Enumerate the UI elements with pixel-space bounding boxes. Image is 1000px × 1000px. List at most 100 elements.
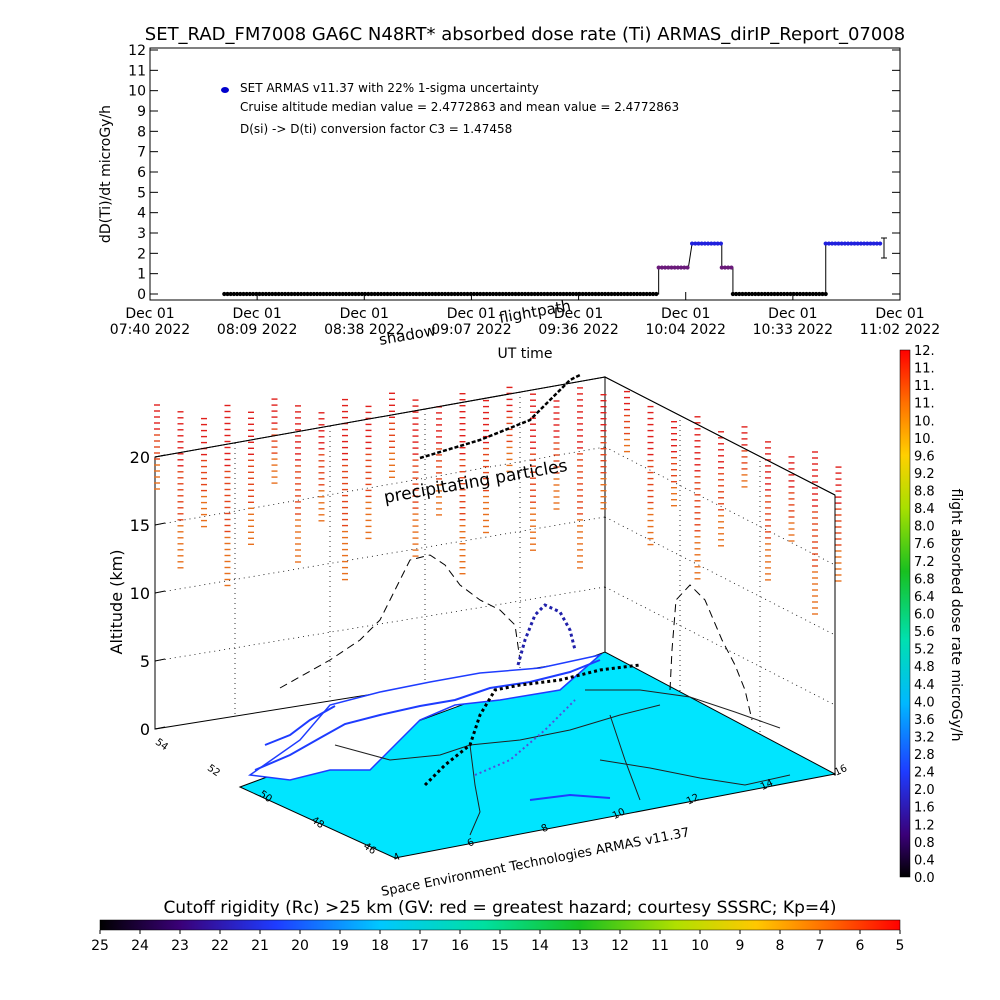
data-point <box>871 241 876 246</box>
colorbar-right-tick-label: 5.2 <box>914 643 935 658</box>
y-tick-label: 2 <box>137 246 146 262</box>
chart-title: SET_RAD_FM7008 GA6C N48RT* absorbed dose… <box>145 24 905 45</box>
data-point <box>475 291 480 297</box>
data-point <box>251 291 256 297</box>
data-point <box>759 291 764 297</box>
data-point <box>462 291 467 297</box>
data-point <box>260 291 265 297</box>
data-point <box>436 291 441 297</box>
y-tick-label: 9 <box>137 104 146 120</box>
y-tick-label: 4 <box>137 206 146 222</box>
flight-shadow <box>423 663 641 787</box>
data-point <box>423 291 428 297</box>
data-point <box>656 265 661 270</box>
legend-note-conversion: D(si) -> D(ti) conversion factor C3 = 1.… <box>240 122 512 136</box>
x-tick-date: Dec 01 <box>768 306 817 322</box>
data-point <box>833 241 838 246</box>
data-point <box>706 241 711 246</box>
data-point <box>519 291 525 297</box>
data-point <box>420 291 425 297</box>
data-point <box>820 291 825 297</box>
lon-tick-label: 12 <box>685 792 701 807</box>
coastline <box>264 705 336 746</box>
data-point <box>487 291 492 297</box>
data-point <box>247 291 252 297</box>
data-point <box>740 291 745 297</box>
data-point <box>507 291 512 297</box>
data-point <box>730 291 736 297</box>
data-point <box>353 291 358 297</box>
colorbar-right-tick-label: 5.6 <box>914 625 935 640</box>
x-axis-label: UT time <box>498 346 553 362</box>
data-point <box>388 291 393 297</box>
data-point <box>612 291 617 297</box>
data-point <box>743 291 748 297</box>
grid-line <box>604 516 836 636</box>
x-tick-time: 10:33 2022 <box>753 322 833 338</box>
colorbar-bottom-label: Cutoff rigidity (Rc) >25 km (GV: red = g… <box>163 898 836 918</box>
data-point <box>596 291 601 297</box>
lat-tick-label: 52 <box>205 763 222 779</box>
y-tick-label: 7 <box>137 145 146 161</box>
data-point <box>331 291 336 297</box>
data-point <box>481 291 486 297</box>
data-point <box>305 291 310 297</box>
data-point <box>715 241 720 246</box>
data-point <box>807 291 812 297</box>
data-point <box>672 265 677 270</box>
colorbar-right-tick-label: 4.8 <box>914 660 935 675</box>
x-tick-date: Dec 01 <box>447 306 496 322</box>
data-point <box>526 291 531 297</box>
colorbar-bottom-tick-label: 24 <box>131 938 149 954</box>
data-point <box>273 291 278 297</box>
data-point <box>398 291 403 297</box>
x-tick-time: 09:36 2022 <box>538 322 618 338</box>
data-point <box>315 291 320 297</box>
data-point <box>574 291 579 297</box>
altitude-axis-ticks: 0 5 10 15 20 <box>130 448 166 739</box>
data-point <box>644 291 649 297</box>
lon-tick-label: 16 <box>833 763 849 778</box>
data-point <box>516 291 521 297</box>
colorbar-bottom-tick-label: 13 <box>571 938 589 954</box>
data-point <box>804 291 809 297</box>
data-point <box>513 291 518 297</box>
data-point <box>484 291 489 297</box>
data-point <box>283 291 288 297</box>
colorbar-bottom-tick-label: 20 <box>291 938 309 954</box>
data-point <box>830 241 835 246</box>
data-point <box>292 291 297 297</box>
colorbar-right-tick-label: 9.6 <box>914 449 935 464</box>
data-point <box>609 291 614 297</box>
data-point <box>798 291 803 297</box>
y-tick-label: 3 <box>137 226 146 242</box>
y-tick-label: 12 <box>128 43 146 59</box>
flight-track-descent <box>516 603 577 666</box>
colorbar-right-tick-label: 1.6 <box>914 801 935 816</box>
data-point <box>762 291 768 297</box>
data-point <box>769 291 774 297</box>
data-point <box>334 291 339 297</box>
data-point <box>295 291 300 297</box>
data-point <box>548 291 553 297</box>
data-point <box>593 291 598 297</box>
data-point <box>852 241 857 246</box>
y-tick-label: 0 <box>137 287 146 303</box>
data-point <box>347 291 352 297</box>
colorbar-right-tick-label: 12. <box>914 344 935 359</box>
data-point <box>510 291 515 297</box>
z-tick <box>154 726 166 730</box>
data-point <box>529 291 534 297</box>
legend-marker <box>221 87 229 93</box>
data-point <box>794 291 800 297</box>
data-point <box>382 291 387 297</box>
z-tick <box>154 590 166 594</box>
data-point <box>615 291 621 297</box>
data-point <box>558 291 563 297</box>
data-point <box>865 241 870 246</box>
data-point <box>712 241 717 246</box>
data-point <box>862 241 867 246</box>
data-point <box>222 291 227 297</box>
data-point <box>471 291 476 297</box>
